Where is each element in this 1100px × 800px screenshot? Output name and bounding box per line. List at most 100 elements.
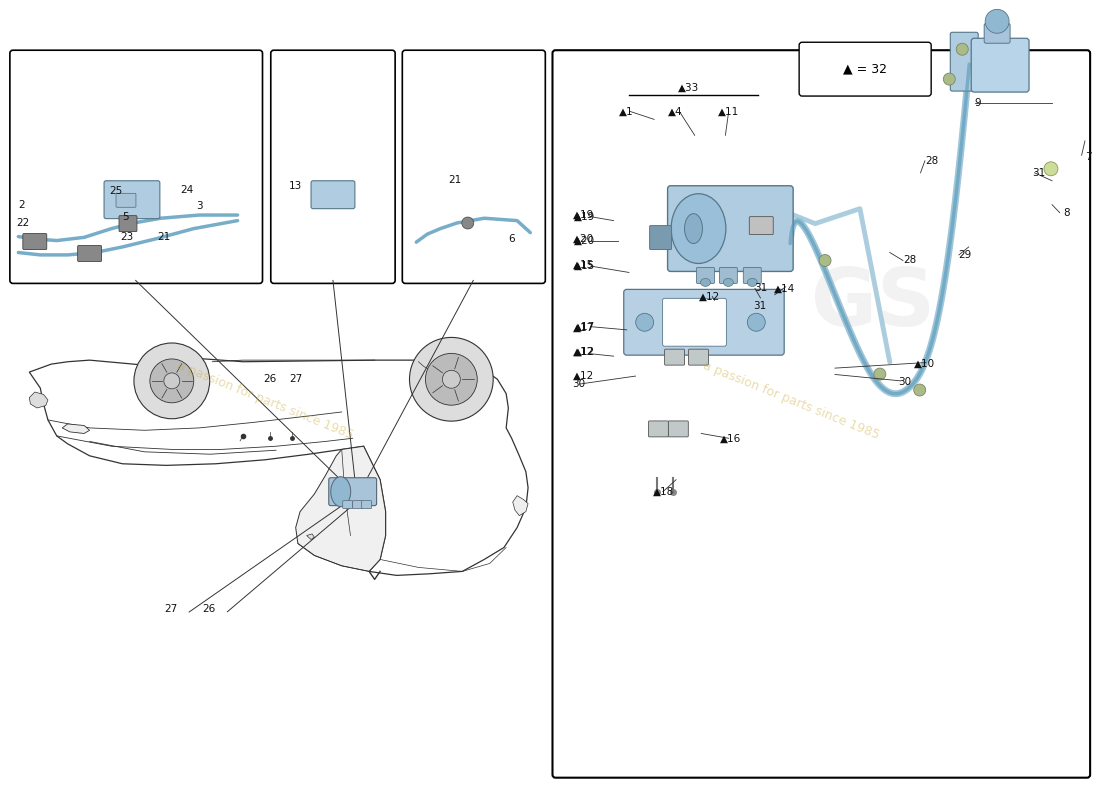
Text: ▲16: ▲16: [719, 434, 741, 443]
FancyBboxPatch shape: [669, 421, 689, 437]
FancyBboxPatch shape: [23, 234, 47, 250]
Polygon shape: [307, 534, 315, 539]
Text: 9: 9: [975, 98, 981, 109]
FancyBboxPatch shape: [662, 298, 726, 346]
Text: 5: 5: [122, 212, 129, 222]
Circle shape: [462, 217, 474, 229]
Text: ▲11: ▲11: [717, 106, 739, 117]
Text: 6: 6: [508, 234, 515, 244]
FancyBboxPatch shape: [649, 421, 669, 437]
Text: ▲10: ▲10: [914, 359, 935, 369]
Text: ▲20: ▲20: [573, 234, 594, 244]
FancyBboxPatch shape: [624, 290, 784, 355]
Text: ▲17: ▲17: [573, 323, 594, 334]
Ellipse shape: [747, 278, 757, 286]
Text: 27: 27: [289, 374, 302, 384]
Text: 22: 22: [16, 218, 30, 228]
Text: ▲17: ▲17: [574, 322, 595, 332]
Ellipse shape: [331, 477, 351, 506]
Circle shape: [956, 43, 968, 55]
Text: GS: GS: [812, 266, 935, 343]
FancyBboxPatch shape: [971, 38, 1028, 92]
Polygon shape: [513, 496, 528, 515]
Text: 26: 26: [263, 374, 276, 384]
Text: ▲20: ▲20: [574, 235, 595, 246]
Text: ▲15: ▲15: [574, 261, 595, 271]
Text: 13: 13: [289, 182, 302, 191]
Text: ▲12: ▲12: [573, 371, 594, 381]
Text: 28: 28: [903, 255, 916, 266]
Text: 3: 3: [196, 202, 202, 211]
Text: ▲14: ▲14: [773, 283, 795, 294]
FancyBboxPatch shape: [116, 194, 136, 207]
Ellipse shape: [724, 278, 734, 286]
FancyBboxPatch shape: [119, 216, 136, 231]
FancyBboxPatch shape: [329, 478, 376, 506]
Text: a passion for parts since 1985: a passion for parts since 1985: [701, 358, 881, 442]
FancyBboxPatch shape: [749, 217, 773, 234]
FancyBboxPatch shape: [984, 23, 1010, 43]
Text: ▲19: ▲19: [573, 210, 594, 220]
Ellipse shape: [684, 214, 703, 243]
Text: 31: 31: [752, 301, 766, 311]
Text: 24: 24: [180, 186, 194, 195]
Text: 21: 21: [448, 175, 461, 185]
FancyBboxPatch shape: [950, 32, 978, 91]
FancyBboxPatch shape: [311, 181, 355, 209]
Circle shape: [986, 10, 1009, 34]
Text: 28: 28: [925, 156, 938, 166]
Circle shape: [426, 354, 477, 405]
FancyBboxPatch shape: [689, 349, 708, 365]
Ellipse shape: [701, 278, 711, 286]
Text: 31: 31: [754, 283, 767, 294]
Circle shape: [150, 359, 194, 402]
Text: 25: 25: [109, 186, 122, 196]
FancyBboxPatch shape: [664, 349, 684, 365]
Text: 7: 7: [1085, 152, 1091, 162]
Text: ▲ = 32: ▲ = 32: [844, 62, 888, 76]
Text: 23: 23: [120, 231, 133, 242]
FancyBboxPatch shape: [744, 267, 761, 283]
Polygon shape: [30, 392, 48, 408]
Circle shape: [636, 314, 653, 331]
Text: 31: 31: [1032, 168, 1046, 178]
Text: a passion for parts since 1985: a passion for parts since 1985: [175, 358, 355, 442]
Text: ▲4: ▲4: [669, 106, 683, 117]
FancyBboxPatch shape: [104, 181, 160, 218]
Circle shape: [409, 338, 493, 421]
Text: ▲12: ▲12: [700, 291, 720, 302]
FancyBboxPatch shape: [799, 42, 932, 96]
FancyBboxPatch shape: [650, 226, 672, 250]
Text: ▲1: ▲1: [619, 106, 634, 117]
Polygon shape: [63, 424, 89, 434]
Text: ▲15: ▲15: [573, 259, 594, 270]
Circle shape: [914, 384, 926, 396]
FancyBboxPatch shape: [78, 246, 101, 262]
Circle shape: [134, 343, 210, 418]
Polygon shape: [296, 446, 386, 571]
FancyBboxPatch shape: [696, 267, 714, 283]
Text: ▲18: ▲18: [653, 486, 674, 497]
Circle shape: [820, 254, 830, 266]
Circle shape: [164, 373, 179, 389]
Text: ▲33: ▲33: [679, 82, 700, 93]
Text: ▲12: ▲12: [574, 347, 595, 357]
FancyBboxPatch shape: [343, 501, 353, 509]
Text: 30: 30: [572, 379, 585, 389]
Text: 30: 30: [899, 378, 912, 387]
Circle shape: [944, 73, 955, 85]
Text: 8: 8: [1063, 208, 1069, 218]
Text: 27: 27: [164, 604, 177, 614]
Text: ▲12: ▲12: [573, 347, 594, 357]
Text: ▲19: ▲19: [574, 212, 595, 222]
Text: 29: 29: [958, 250, 971, 260]
Text: 21: 21: [157, 231, 170, 242]
Circle shape: [747, 314, 766, 331]
FancyBboxPatch shape: [719, 267, 737, 283]
Text: 26: 26: [202, 604, 216, 614]
Text: 2: 2: [19, 200, 25, 210]
FancyBboxPatch shape: [353, 501, 363, 509]
FancyBboxPatch shape: [362, 501, 372, 509]
Circle shape: [1044, 162, 1058, 176]
Circle shape: [442, 370, 460, 388]
